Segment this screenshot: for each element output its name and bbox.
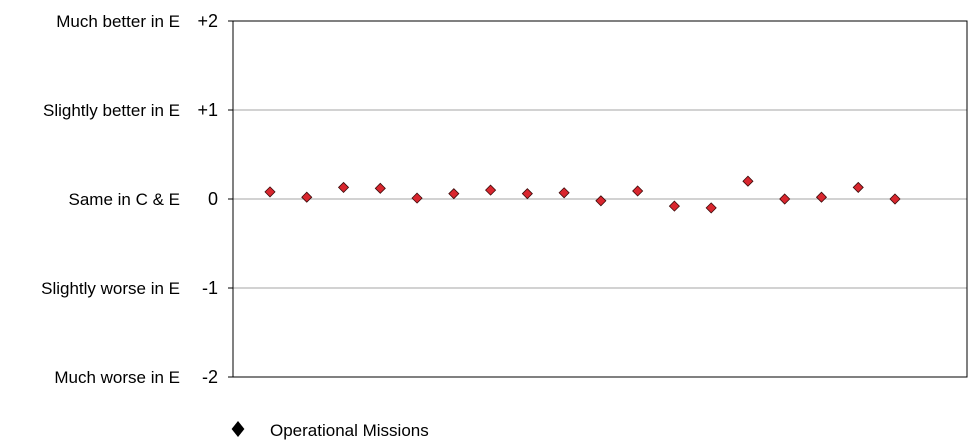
data-points [264,175,901,214]
data-point [558,187,570,199]
y-tick-value: +2 [197,11,218,31]
data-point [374,182,386,194]
data-point [301,191,313,203]
data-point [668,200,680,212]
y-tick-value: +1 [197,100,218,120]
y-tick-label: Slightly worse in E [41,279,180,298]
legend: Operational Missions [231,421,429,440]
y-tick-value: 0 [208,189,218,209]
data-point [632,185,644,197]
data-point [889,193,901,205]
y-tick-label: Much worse in E [54,368,180,387]
y-tick-label: Slightly better in E [43,101,180,120]
data-point [742,175,754,187]
data-point [264,186,276,198]
y-tick-value: -2 [202,367,218,387]
data-point [815,191,828,203]
data-point [448,188,460,200]
data-point [411,192,423,204]
y-tick-value: -1 [202,278,218,298]
data-point [705,202,717,214]
data-point [852,181,864,193]
data-point [485,184,497,196]
data-point [779,193,791,205]
data-point [337,181,350,193]
y-axis: +2 Much better in E +1 Slightly better in E… [41,11,233,387]
y-tick-label: Much better in E [56,12,180,31]
data-point [595,195,607,207]
y-tick-label: Same in C & E [69,190,181,209]
data-point [521,188,533,200]
legend-label: Operational Missions [270,421,429,440]
legend-diamond-icon [231,421,245,437]
